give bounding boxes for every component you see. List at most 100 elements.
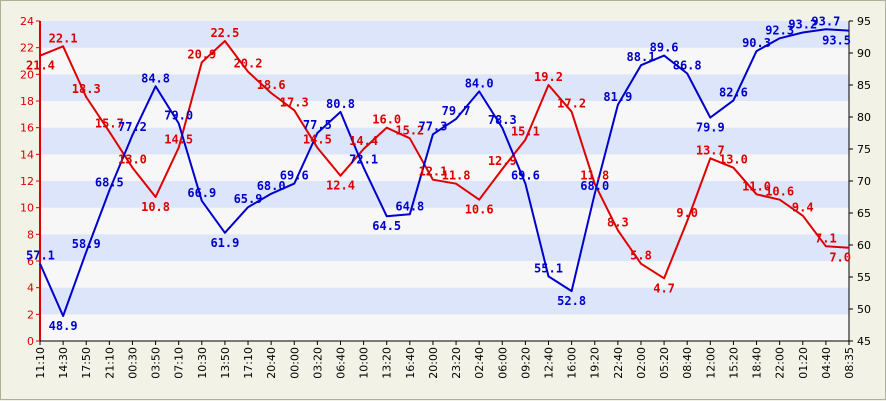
data-label: 93.5 xyxy=(822,34,851,48)
data-label: 68.5 xyxy=(95,176,124,190)
left-tick-label: 20 xyxy=(20,68,34,81)
data-label: 21.4 xyxy=(26,59,55,73)
series-line-red xyxy=(39,40,850,280)
grid-band xyxy=(40,127,849,155)
data-label: 48.9 xyxy=(49,319,78,333)
data-label: 9.4 xyxy=(792,201,814,215)
left-tick-label: 12 xyxy=(20,175,34,188)
x-tick-label: 22:40 xyxy=(612,347,625,379)
data-label: 11.8 xyxy=(442,169,471,183)
data-label: 17.2 xyxy=(557,97,586,111)
x-tick-label: 12:40 xyxy=(543,347,556,379)
grid-band xyxy=(40,74,849,101)
data-label: 10.6 xyxy=(465,203,494,217)
right-tick-label: 50 xyxy=(857,303,871,316)
data-label: 68.0 xyxy=(257,179,286,193)
x-tick-label: 04:40 xyxy=(820,347,833,379)
data-label: 10.6 xyxy=(765,185,794,199)
left-tick-label: 8 xyxy=(27,228,34,241)
x-tick-label: 19:20 xyxy=(589,347,602,379)
data-label: 80.8 xyxy=(326,97,355,111)
data-label: 52.8 xyxy=(557,294,586,308)
data-label: 20.9 xyxy=(187,47,216,61)
left-tick-label: 14 xyxy=(20,148,34,161)
x-tick-label: 14:30 xyxy=(57,347,70,379)
data-label: 90.3 xyxy=(742,36,771,50)
grid-band xyxy=(40,314,849,341)
data-label: 79.7 xyxy=(442,104,471,118)
x-tick-label: 16:40 xyxy=(404,347,417,379)
x-tick-label: 06:40 xyxy=(334,347,347,379)
x-tick-label: 00:30 xyxy=(126,347,139,379)
data-label: 20.2 xyxy=(234,57,263,71)
right-tick-label: 90 xyxy=(857,47,871,60)
series-line-blue xyxy=(39,28,850,317)
x-tick-label: 03:50 xyxy=(150,347,163,379)
right-tick-label: 55 xyxy=(857,271,871,284)
data-label: 77.5 xyxy=(303,118,332,132)
right-tick-label: 45 xyxy=(857,335,871,348)
x-tick-label: 16:00 xyxy=(566,347,579,379)
left-tick-label: 4 xyxy=(27,282,34,295)
x-tick-label: 20:00 xyxy=(427,347,440,379)
data-labels: 21.4 22.1 18.3 15.7 13.0 10.8 14.5 20.9 22.5 20.2… xyxy=(26,14,851,333)
left-tick-label: 0 xyxy=(27,335,34,348)
data-label: 18.3 xyxy=(72,82,101,96)
right-tick-label: 60 xyxy=(857,239,871,252)
left-tick-label: 6 xyxy=(27,255,34,268)
right-tick-label: 70 xyxy=(857,175,871,188)
data-label: 13.0 xyxy=(118,153,147,167)
grid-band xyxy=(40,21,849,48)
left-tick-label: 22 xyxy=(20,42,34,55)
right-tick-label: 85 xyxy=(857,79,871,92)
right-tick-label: 75 xyxy=(857,143,871,156)
grid-band xyxy=(40,234,849,261)
data-label: 69.6 xyxy=(280,169,309,183)
data-label: 22.5 xyxy=(210,26,239,40)
data-label: 13.0 xyxy=(719,153,748,167)
data-label: 64.8 xyxy=(395,199,424,213)
data-label: 15.1 xyxy=(511,125,540,139)
data-label: 12.9 xyxy=(488,154,517,168)
grid-band xyxy=(40,47,849,75)
x-tick-label: 02:00 xyxy=(635,347,648,379)
x-tick-label: 07:10 xyxy=(173,347,186,379)
data-label: 8.3 xyxy=(607,215,629,229)
data-label: 86.8 xyxy=(673,58,702,72)
data-label: 66.9 xyxy=(187,186,216,200)
data-label: 17.3 xyxy=(280,95,309,109)
data-label: 88.1 xyxy=(627,50,656,64)
x-tick-label: 11:10 xyxy=(34,347,47,379)
x-tick-label: 12:00 xyxy=(704,347,717,379)
x-tick-label: 22:00 xyxy=(774,347,787,379)
x-tick-label: 09:20 xyxy=(519,347,532,379)
data-label: 65.9 xyxy=(234,192,263,206)
grid-band xyxy=(40,154,849,181)
x-tick-label: 18:40 xyxy=(751,347,764,379)
data-label: 81.9 xyxy=(603,90,632,104)
x-tick-label: 10:00 xyxy=(358,347,371,379)
data-label: 55.1 xyxy=(534,261,563,275)
data-label: 84.8 xyxy=(141,71,170,85)
x-tick-label: 23:20 xyxy=(450,347,463,379)
data-label: 11.0 xyxy=(742,179,771,193)
grid-band xyxy=(40,261,849,288)
data-label: 93.2 xyxy=(788,18,817,32)
data-label: 14.4 xyxy=(349,134,378,148)
right-tick-label: 65 xyxy=(857,207,871,220)
x-tick-label: 10:30 xyxy=(196,347,209,379)
data-label: 19.2 xyxy=(534,70,563,84)
data-label: 77.2 xyxy=(118,120,147,134)
data-label: 92.3 xyxy=(765,23,794,37)
data-label: 82.6 xyxy=(719,85,748,99)
left-tick-label: 16 xyxy=(20,122,34,135)
x-tick-label: 15:20 xyxy=(727,347,740,379)
axes: 0246810121416182022244550556065707580859… xyxy=(20,15,871,348)
data-label: 9.0 xyxy=(676,206,698,220)
x-tick-label: 05:20 xyxy=(658,347,671,379)
x-tick-label: 08:35 xyxy=(843,347,856,379)
data-label: 68.0 xyxy=(580,179,609,193)
x-tick-label: 03:20 xyxy=(311,347,324,379)
data-label: 89.6 xyxy=(650,41,679,55)
left-tick-label: 10 xyxy=(20,202,34,215)
